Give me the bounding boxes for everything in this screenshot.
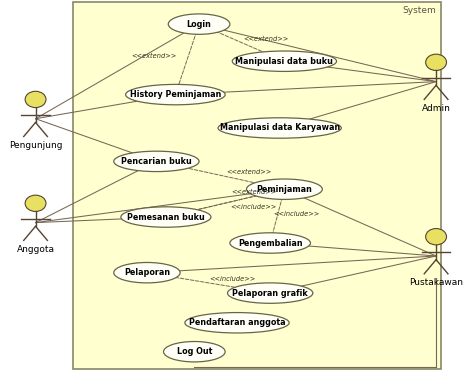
Ellipse shape — [185, 312, 289, 333]
Circle shape — [25, 91, 46, 108]
Text: History Peminjaman: History Peminjaman — [130, 90, 221, 99]
Text: <<extend>>: <<extend>> — [131, 53, 177, 59]
Ellipse shape — [246, 179, 322, 200]
Ellipse shape — [218, 118, 341, 138]
Ellipse shape — [168, 14, 230, 34]
Text: Pendaftaran anggota: Pendaftaran anggota — [189, 318, 285, 327]
Text: <<extend>>: <<extend>> — [226, 168, 272, 175]
Text: Login: Login — [187, 20, 211, 29]
Circle shape — [25, 195, 46, 211]
Ellipse shape — [164, 341, 225, 362]
Text: Pelaporan: Pelaporan — [124, 268, 170, 277]
Ellipse shape — [232, 51, 337, 71]
Text: <<include>>: <<include>> — [209, 276, 255, 282]
Text: <<extend>>: <<extend>> — [243, 36, 288, 42]
Text: <<extend>>: <<extend>> — [231, 189, 276, 195]
Ellipse shape — [126, 85, 225, 105]
Circle shape — [426, 229, 447, 245]
Ellipse shape — [230, 233, 310, 253]
Text: Manipulasi data buku: Manipulasi data buku — [236, 57, 333, 66]
Text: Manipulasi data Karyawan: Manipulasi data Karyawan — [219, 124, 340, 132]
Text: <<include>>: <<include>> — [230, 204, 277, 210]
Text: Anggota: Anggota — [17, 245, 55, 254]
Text: Admin: Admin — [422, 104, 450, 113]
Text: Pemesanan buku: Pemesanan buku — [127, 213, 205, 221]
Ellipse shape — [121, 207, 211, 227]
Ellipse shape — [114, 151, 199, 171]
Ellipse shape — [114, 263, 180, 283]
Text: Pengunjung: Pengunjung — [9, 141, 62, 150]
Text: Peminjaman: Peminjaman — [256, 185, 312, 194]
Ellipse shape — [228, 283, 313, 303]
Text: Pelaporan grafik: Pelaporan grafik — [232, 289, 308, 298]
Text: Pengembalian: Pengembalian — [238, 239, 302, 247]
Text: <<include>>: <<include>> — [273, 211, 319, 217]
Text: Pencarian buku: Pencarian buku — [121, 157, 192, 166]
Text: Log Out: Log Out — [177, 347, 212, 356]
FancyBboxPatch shape — [73, 2, 441, 369]
Text: Pustakawan: Pustakawan — [409, 278, 463, 287]
Text: System: System — [402, 6, 436, 14]
Circle shape — [426, 54, 447, 70]
